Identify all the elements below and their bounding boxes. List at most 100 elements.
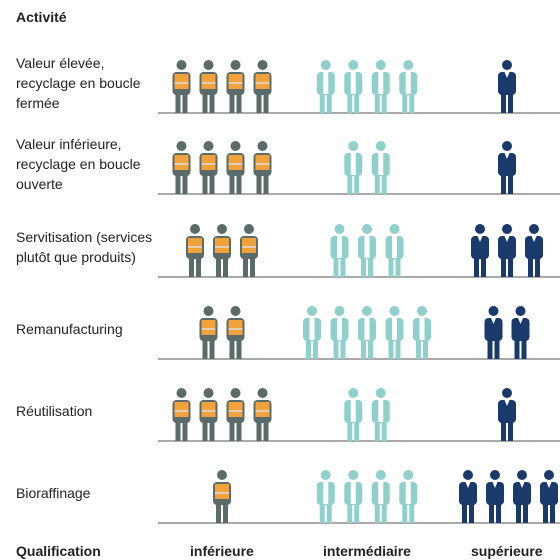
- icon-shirt: [350, 482, 356, 504]
- icon-head: [403, 60, 414, 70]
- icon-body: [513, 482, 531, 505]
- icon-leg: [229, 421, 235, 441]
- icon-vest: [174, 74, 189, 89]
- icon-head: [176, 60, 187, 70]
- icon-leg: [481, 257, 486, 277]
- icon-leg: [326, 93, 332, 113]
- icon-head: [375, 388, 386, 398]
- icon-leg: [216, 503, 221, 523]
- icon-collar: [504, 72, 510, 78]
- icon-shirt: [323, 72, 329, 94]
- icon-leg: [354, 421, 360, 441]
- pictogram-group: [498, 141, 516, 194]
- icon-head: [375, 470, 386, 480]
- icon-vest: [201, 74, 216, 89]
- icon-body: [498, 153, 516, 176]
- icon-leg: [223, 257, 228, 277]
- icon-collar: [477, 236, 483, 242]
- icon-body: [498, 236, 516, 259]
- icon-head: [203, 60, 214, 70]
- icon-shirt: [378, 400, 384, 422]
- icon-head: [244, 224, 254, 234]
- icon-head: [403, 470, 414, 480]
- icon-head: [375, 60, 386, 70]
- icon-leg: [229, 93, 235, 113]
- icon-body: [511, 318, 530, 341]
- row-label: Remanufacturing: [16, 321, 123, 337]
- icon-head: [190, 224, 200, 234]
- icon-leg: [388, 339, 394, 359]
- icon-leg: [354, 93, 360, 113]
- icon-body: [484, 318, 503, 341]
- icon-vest: [255, 402, 270, 417]
- icon-collar: [504, 236, 510, 242]
- icon-leg: [202, 339, 208, 359]
- pictogram-group: [316, 470, 418, 523]
- icon-body: [498, 400, 516, 423]
- pictogram-group: [186, 224, 258, 277]
- icon-leg: [347, 174, 353, 194]
- icon-leg: [496, 503, 501, 523]
- icon-collar: [504, 400, 510, 406]
- icon-leg: [501, 421, 506, 441]
- icon-head: [502, 60, 512, 70]
- chart-title: Activité: [16, 9, 67, 25]
- icon-leg: [236, 421, 242, 441]
- icon-collar: [546, 482, 552, 488]
- icon-head: [348, 60, 359, 70]
- icon-leg: [216, 257, 221, 277]
- icon-head: [203, 388, 214, 398]
- icon-leg: [388, 257, 394, 277]
- icon-shirt: [378, 72, 384, 94]
- icon-leg: [354, 174, 360, 194]
- icon-leg: [523, 503, 528, 523]
- icon-vest: [215, 484, 229, 499]
- icon-leg: [374, 93, 380, 113]
- icon-vest: [228, 402, 243, 417]
- icon-leg: [333, 257, 339, 277]
- icon-head: [307, 306, 317, 316]
- series-label: inférieure: [190, 543, 254, 559]
- icon-vest: [174, 155, 189, 170]
- icon-leg: [423, 339, 428, 359]
- icon-body: [540, 482, 558, 505]
- icon-shirt: [364, 236, 370, 258]
- icon-vest: [242, 238, 256, 253]
- pictogram-group: [172, 388, 272, 441]
- icon-leg: [209, 174, 215, 194]
- pictogram-group: [213, 470, 231, 523]
- icon-head: [515, 306, 526, 316]
- icon-head: [320, 470, 331, 480]
- icon-shirt: [364, 318, 370, 340]
- icon-leg: [326, 503, 332, 523]
- row-label: Servitisation (services plutôt que produ…: [16, 229, 153, 265]
- row-label: Bioraffinage: [16, 485, 91, 501]
- icon-vest: [174, 402, 189, 417]
- icon-head: [517, 470, 527, 480]
- icon-head: [389, 306, 400, 316]
- icon-collar: [465, 482, 471, 488]
- pictogram-group: [316, 60, 418, 113]
- icon-shirt: [392, 318, 397, 340]
- icon-leg: [381, 174, 387, 194]
- icon-shirt: [337, 318, 342, 340]
- icon-body: [525, 236, 543, 259]
- icon-collar: [491, 318, 496, 324]
- icon-leg: [313, 339, 318, 359]
- icon-leg: [340, 257, 346, 277]
- icon-head: [348, 388, 359, 398]
- icon-leg: [501, 93, 506, 113]
- icon-vest: [228, 320, 243, 335]
- icon-leg: [381, 503, 387, 523]
- pictogram-group: [344, 388, 390, 441]
- icon-head: [490, 470, 500, 480]
- icon-head: [502, 388, 512, 398]
- icon-head: [348, 470, 359, 480]
- icon-leg: [263, 174, 269, 194]
- pictogram-group: [484, 306, 530, 359]
- pictogram-group: [498, 60, 516, 113]
- icon-vest: [201, 402, 216, 417]
- icon-leg: [368, 339, 373, 359]
- icon-leg: [256, 421, 262, 441]
